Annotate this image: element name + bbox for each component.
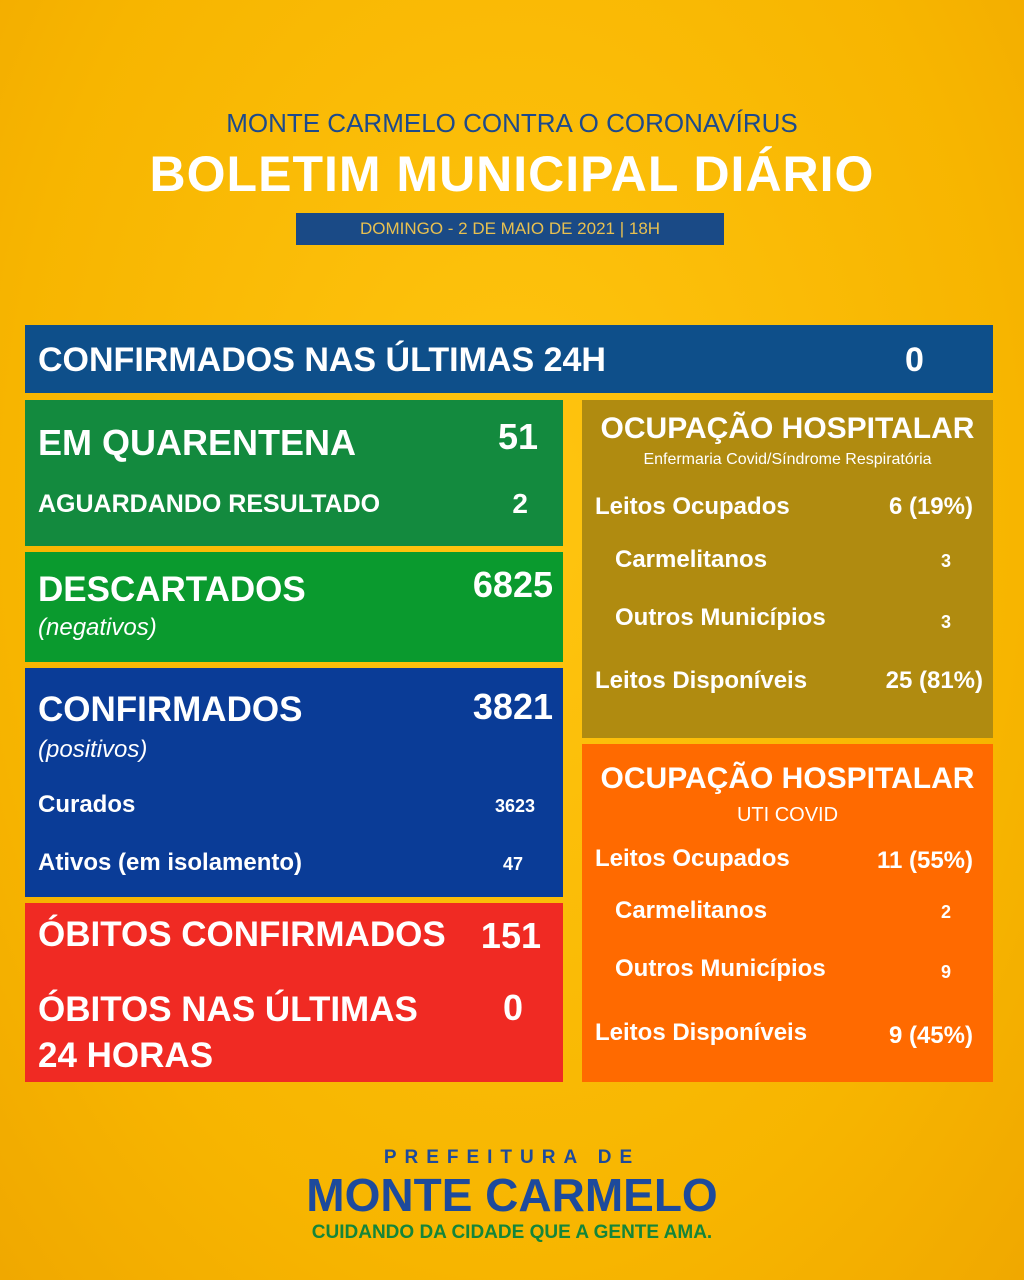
value: 0: [905, 341, 924, 379]
header-subtitle: MONTE CARMELO CONTRA O CORONAVÍRUS: [226, 108, 798, 138]
value: 9: [940, 962, 951, 982]
header-date: DOMINGO - 2 DE MAIO DE 2021 | 18H: [296, 213, 724, 245]
label: CONFIRMADOS NAS ÚLTIMAS 24H: [38, 341, 606, 379]
label: Carmelitanos: [615, 546, 768, 573]
label: ÓBITOS CONFIRMADOS: [38, 915, 446, 954]
label: Curados: [38, 791, 136, 818]
value: 0: [502, 987, 523, 1028]
deaths-panel: ÓBITOS CONFIRMADOS 151 ÓBITOS NAS ÚLTIMA…: [25, 903, 563, 1082]
confirmed-panel: CONFIRMADOS (positivos) 3821 Curados 362…: [25, 668, 563, 897]
value: 3821: [472, 686, 553, 727]
ward-panel: OCUPAÇÃO HOSPITALAR Enfermaria Covid/Sín…: [582, 400, 993, 738]
value: 2: [940, 902, 951, 922]
label: DESCARTADOS: [38, 570, 306, 609]
label: Leitos Ocupados: [595, 493, 790, 520]
subtitle: Enfermaria Covid/Síndrome Respiratória: [643, 451, 932, 468]
value: 9 (45%): [888, 1022, 973, 1049]
discarded-panel: DESCARTADOS (negativos) 6825: [25, 552, 563, 662]
header-title: BOLETIM MUNICIPAL DIÁRIO: [149, 146, 875, 202]
value: 51: [497, 416, 538, 457]
note: (negativos): [38, 614, 157, 641]
note: (positivos): [38, 736, 148, 763]
label: CONFIRMADOS: [38, 690, 303, 729]
label: Leitos Disponíveis: [595, 1019, 808, 1046]
label: Carmelitanos: [615, 897, 768, 924]
value: 11 (55%): [876, 847, 973, 874]
value: 2: [512, 488, 528, 519]
value: 6 (19%): [888, 493, 973, 520]
footer-slogan: CUIDANDO DA CIDADE QUE A GENTE AMA.: [311, 1222, 713, 1243]
label: Outros Municípios: [615, 955, 826, 982]
label: ÓBITOS NAS ÚLTIMAS 24 HORAS: [38, 990, 418, 1075]
label: Leitos Disponíveis: [595, 667, 808, 694]
value: 47: [502, 854, 523, 874]
confirmed-24h-panel: CONFIRMADOS NAS ÚLTIMAS 24H 0: [25, 325, 993, 393]
label: EM QUARENTENA: [38, 422, 357, 463]
value: 3: [940, 551, 951, 571]
quarantine-panel: EM QUARENTENA 51 AGUARDANDO RESULTADO 2: [25, 400, 563, 546]
footer-prefix: PREFEITURA DE: [383, 1147, 641, 1168]
value: 151: [480, 915, 541, 956]
title: OCUPAÇÃO HOSPITALAR: [600, 412, 975, 445]
value: 25 (81%): [885, 667, 983, 694]
label: Ativos (em isolamento): [38, 849, 303, 876]
footer-name: MONTE CARMELO: [306, 1169, 718, 1221]
label: Outros Municípios: [615, 604, 826, 631]
value: 3623: [494, 796, 535, 816]
label: Leitos Ocupados: [595, 845, 790, 872]
subtitle: UTI COVID: [736, 804, 839, 826]
value: 3: [940, 612, 951, 632]
value: 6825: [472, 564, 553, 605]
icu-panel: OCUPAÇÃO HOSPITALAR UTI COVID Leitos Ocu…: [582, 744, 993, 1082]
label: AGUARDANDO RESULTADO: [38, 490, 381, 518]
title: OCUPAÇÃO HOSPITALAR: [600, 762, 975, 795]
